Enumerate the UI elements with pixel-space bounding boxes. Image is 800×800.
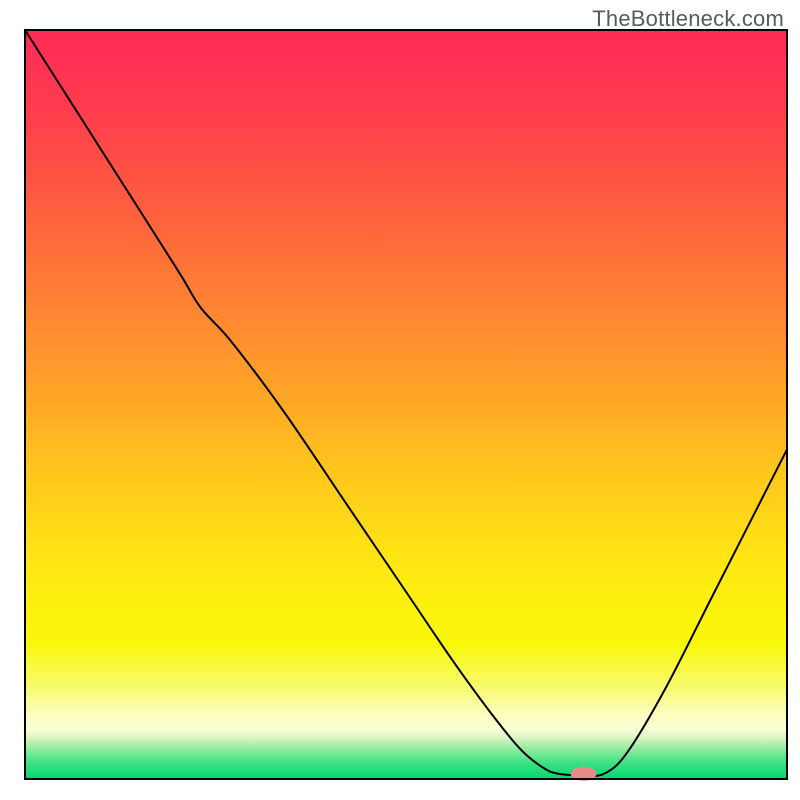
plot-background-gradient (25, 30, 787, 779)
bottleneck-curve-chart (0, 0, 800, 800)
chart-frame: TheBottleneck.com (0, 0, 800, 800)
